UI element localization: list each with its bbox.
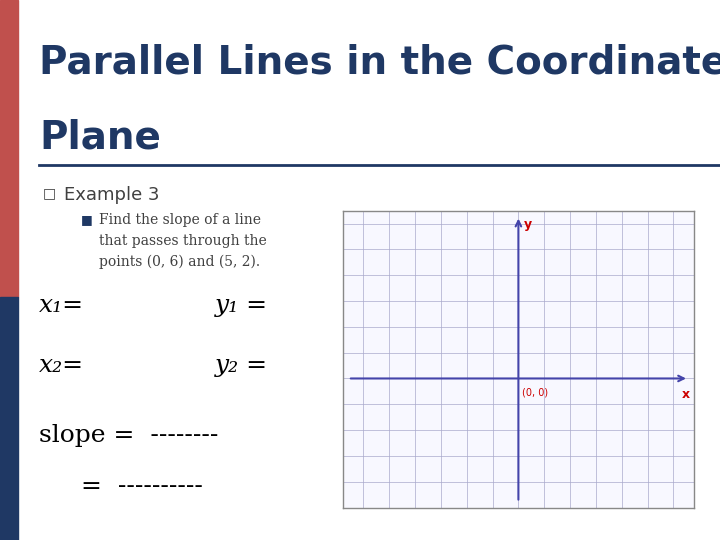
Text: ■: ■ — [81, 213, 93, 226]
Text: Example 3: Example 3 — [63, 186, 159, 204]
Text: (0, 0): (0, 0) — [522, 388, 549, 397]
Text: x₂=: x₂= — [39, 354, 84, 377]
Text: Parallel Lines in the Coordinate: Parallel Lines in the Coordinate — [39, 43, 720, 81]
Text: □: □ — [42, 186, 55, 200]
Text: x₁=: x₁= — [39, 294, 84, 318]
Text: y₁ =: y₁ = — [215, 294, 268, 318]
Text: Find the slope of a line
that passes through the
points (0, 6) and (5, 2).: Find the slope of a line that passes thr… — [99, 213, 266, 269]
Bar — [0, 0, 18, 297]
Text: =  ----------: = ---------- — [81, 475, 203, 498]
Text: y: y — [523, 218, 531, 231]
Text: y₂ =: y₂ = — [215, 354, 268, 377]
Text: x: x — [683, 388, 690, 401]
Text: slope =  --------: slope = -------- — [39, 424, 218, 447]
Bar — [0, 297, 18, 540]
Text: Plane: Plane — [39, 119, 161, 157]
